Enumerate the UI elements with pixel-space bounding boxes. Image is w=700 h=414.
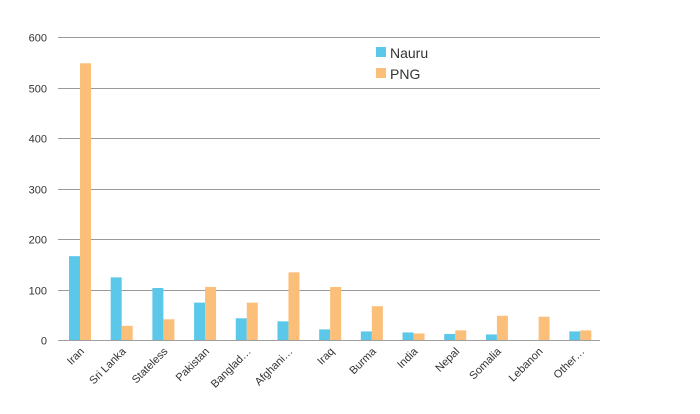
bar-png-pakistan — [205, 286, 217, 340]
bar-nauru-stateless — [152, 287, 164, 340]
bar-nauru-somalia — [485, 334, 497, 340]
bar-nauru-pakistan — [194, 302, 206, 340]
y-tick-label: 0 — [41, 336, 47, 348]
x-tick-label: Burma — [347, 345, 379, 377]
x-tick-label: Nepal — [433, 346, 462, 375]
bar-nauru-iraq — [319, 329, 331, 340]
bar-png-lebanon — [538, 316, 550, 340]
bar-png-somalia — [496, 315, 508, 340]
legend-swatch-nauru — [376, 47, 386, 57]
x-tick-label: Sri Lanka — [87, 345, 129, 387]
x-tick-label: Other… — [552, 346, 588, 382]
bar-png-burma — [371, 306, 383, 340]
bar-png-banglad — [246, 302, 258, 340]
x-tick-label: Banglad… — [209, 346, 254, 391]
bar-nauru-sri-lanka — [110, 277, 122, 340]
bar-png-nepal — [455, 330, 467, 340]
bar-nauru-banglad — [235, 318, 247, 340]
bar-png-sri-lanka — [121, 325, 133, 340]
bar-nauru-nepal — [444, 333, 456, 340]
y-tick-label: 100 — [29, 286, 47, 298]
x-tick-label: Stateless — [130, 345, 171, 386]
x-tick-label: Iran — [65, 346, 87, 368]
bar-nauru-iran — [69, 256, 80, 340]
legend-label-nauru: Nauru — [390, 45, 428, 61]
x-tick-label: Afghani… — [253, 346, 296, 389]
legend-label-png: PNG — [390, 66, 420, 82]
bar-png-iran — [80, 63, 91, 340]
y-tick-label: 500 — [29, 84, 47, 96]
legend: Nauru PNG — [376, 45, 428, 82]
bar-png-afghani — [288, 272, 300, 340]
gridlines — [58, 37, 600, 341]
bar-nauru-burma — [360, 331, 372, 340]
bar-png-other — [580, 330, 592, 340]
y-axis-tick-labels: 0 100 200 300 400 500 600 — [29, 33, 47, 348]
bar-nauru-other — [569, 331, 581, 340]
legend-swatch-png — [376, 68, 386, 78]
y-tick-label: 200 — [29, 235, 47, 247]
x-tick-label: Somalia — [467, 345, 504, 382]
bar-nauru-afghani — [277, 321, 289, 340]
bar-nauru-india — [402, 332, 414, 340]
y-tick-label: 600 — [29, 33, 47, 45]
x-tick-label: Iraq — [315, 346, 337, 368]
x-tick-label: Lebanon — [507, 346, 546, 385]
y-tick-label: 400 — [29, 134, 47, 146]
bar-png-iraq — [330, 286, 342, 340]
y-tick-label: 300 — [29, 185, 47, 197]
bar-png-india — [413, 333, 425, 340]
x-tick-label: India — [395, 345, 421, 371]
bars — [69, 63, 592, 340]
x-tick-label: Pakistan — [174, 346, 212, 384]
bar-png-stateless — [163, 319, 175, 340]
